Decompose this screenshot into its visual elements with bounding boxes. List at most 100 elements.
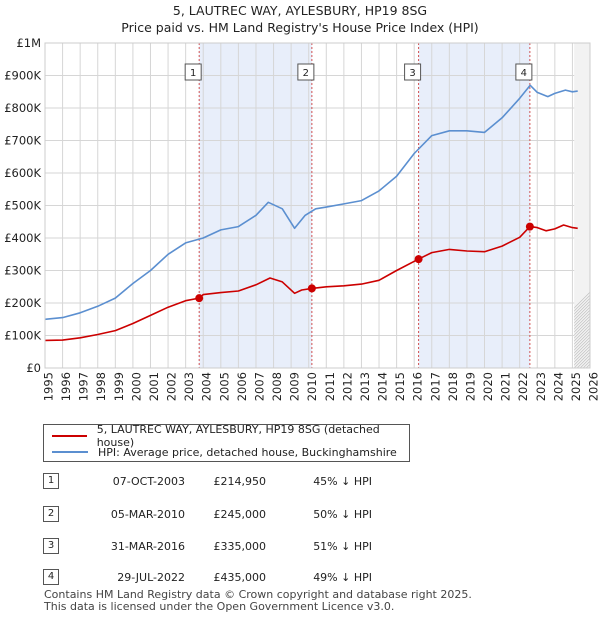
x-tick-label: 2010 bbox=[305, 372, 319, 401]
x-tick-label: 2005 bbox=[217, 372, 231, 401]
hatch-stroke bbox=[574, 303, 591, 321]
x-tick-label: 2022 bbox=[516, 372, 530, 401]
sale-dot bbox=[195, 294, 204, 303]
footer-licence: This data is licensed under the Open Gov… bbox=[44, 600, 395, 613]
y-tick-label: £500K bbox=[4, 199, 41, 213]
hatch-stroke bbox=[592, 43, 600, 368]
hatch-stroke bbox=[574, 297, 591, 315]
sale-marker-labels: 1 2 3 4 bbox=[184, 63, 533, 81]
x-axis-ticks: 1995 1996 1997 1998 1999 2000 2001 2002 2003 2004… bbox=[42, 372, 600, 401]
x-tick-label: 2009 bbox=[288, 372, 302, 401]
sale-number-badge: 1 bbox=[43, 473, 59, 489]
legend-red-line bbox=[52, 435, 87, 437]
sale-hpi-diff: 50% ↓ HPI bbox=[313, 508, 372, 521]
sale-dot bbox=[307, 284, 316, 293]
sale-marker-box bbox=[297, 63, 315, 81]
forecast-hatch bbox=[574, 43, 600, 368]
chart-title-block: 5, LAUTREC WAY, AYLESBURY, HP19 8SG Pric… bbox=[0, 2, 600, 36]
y-tick-label: £300K bbox=[4, 264, 41, 278]
sale-price: £335,000 bbox=[213, 540, 267, 553]
x-tick-label: 2015 bbox=[393, 372, 407, 401]
x-tick-label: 2012 bbox=[340, 372, 354, 401]
y-tick-label: £0 bbox=[26, 361, 41, 375]
x-tick-label: 2017 bbox=[428, 372, 442, 401]
x-tick-label: 2001 bbox=[147, 372, 161, 401]
x-tick-label: 1995 bbox=[42, 372, 56, 401]
sale-number-badge: 2 bbox=[43, 506, 59, 522]
x-tick-label: 2013 bbox=[358, 372, 372, 401]
x-tick-label: 2021 bbox=[499, 372, 513, 401]
x-tick-label: 2024 bbox=[551, 372, 565, 401]
footer-attribution: Contains HM Land Registry data © Crown c… bbox=[44, 589, 472, 613]
x-tick-label: 2006 bbox=[235, 372, 249, 401]
plot-frame bbox=[44, 42, 591, 369]
y-tick-label: £100K bbox=[4, 329, 41, 343]
hatch-stroke bbox=[574, 300, 591, 318]
x-tick-label: 2007 bbox=[252, 372, 266, 401]
table-row: 4 29-JUL-2022 £435,000 49% ↓ HPI bbox=[0, 566, 600, 590]
sale-date: 31-MAR-2016 bbox=[110, 540, 185, 553]
x-tick-label: 2018 bbox=[446, 372, 460, 401]
y-tick-label: £600K bbox=[4, 166, 41, 180]
sale-date: 05-MAR-2010 bbox=[110, 508, 185, 521]
sale-hpi-diff: 51% ↓ HPI bbox=[313, 540, 372, 553]
y-axis-ticks: £0 £100K £200K £300K £400K £500K £600K £700K £80… bbox=[4, 36, 41, 375]
sale-dot bbox=[525, 222, 534, 231]
sale-number-badge: 3 bbox=[43, 538, 59, 554]
y-tick-label: £1M bbox=[16, 36, 41, 50]
chart-title: 5, LAUTREC WAY, AYLESBURY, HP19 8SG bbox=[172, 3, 428, 18]
x-tick-label: 1997 bbox=[77, 372, 91, 401]
x-tick-label: 2002 bbox=[165, 372, 179, 401]
forecast-region bbox=[574, 43, 590, 368]
x-tick-label: 2016 bbox=[411, 372, 425, 401]
sale-dots bbox=[195, 222, 534, 303]
x-tick-label: 2003 bbox=[182, 372, 196, 401]
x-tick-label: 2004 bbox=[200, 372, 214, 401]
x-tick-label: 2014 bbox=[376, 372, 390, 401]
sale-hpi-diff: 45% ↓ HPI bbox=[313, 475, 372, 488]
sale-dot bbox=[414, 255, 423, 264]
x-tick-label: 2026 bbox=[587, 372, 600, 401]
sale-price: £435,000 bbox=[213, 571, 267, 584]
chart-subtitle: Price paid vs. HM Land Registry's House … bbox=[121, 20, 479, 35]
legend-item-hpi: HPI: Average price, detached house, Buck… bbox=[52, 444, 397, 460]
x-tick-label: 2011 bbox=[323, 372, 337, 401]
x-tick-label: 2000 bbox=[129, 372, 143, 401]
x-tick-label: 2025 bbox=[569, 372, 583, 401]
table-row: 2 05-MAR-2010 £245,000 50% ↓ HPI bbox=[0, 503, 600, 527]
sale-number-badge: 4 bbox=[43, 569, 59, 585]
hatch-stroke bbox=[574, 312, 591, 330]
price-chart: 1 2 3 4 £0 £100K £200K £300K £400K £500K £600K £70… bbox=[4, 36, 600, 401]
y-tick-label: £900K bbox=[4, 69, 41, 83]
sale-marker-label: 4 bbox=[521, 68, 527, 79]
legend: 5, LAUTREC WAY, AYLESBURY, HP19 8SG (det… bbox=[43, 423, 410, 462]
sale-marker-box bbox=[404, 63, 422, 81]
legend-item-price: 5, LAUTREC WAY, AYLESBURY, HP19 8SG (det… bbox=[52, 423, 409, 449]
sale-marker-box bbox=[515, 63, 533, 81]
hatch-stroke bbox=[574, 309, 591, 327]
x-tick-label: 1999 bbox=[112, 372, 126, 401]
hatch-stroke bbox=[595, 43, 600, 368]
sale-marker-label: 3 bbox=[409, 68, 415, 79]
sale-marker-box bbox=[184, 63, 202, 81]
y-tick-label: £700K bbox=[4, 134, 41, 148]
x-tick-label: 2008 bbox=[270, 372, 284, 401]
hatch-stroke bbox=[574, 306, 591, 324]
hatch-stroke bbox=[588, 366, 591, 368]
table-row: 3 31-MAR-2016 £335,000 51% ↓ HPI bbox=[0, 535, 600, 559]
hpi-series-line bbox=[44, 84, 578, 321]
x-tick-label: 2019 bbox=[463, 372, 477, 401]
y-tick-label: £400K bbox=[4, 231, 41, 245]
sale-price: £245,000 bbox=[213, 508, 267, 521]
table-row: 1 07-OCT-2003 £214,950 45% ↓ HPI bbox=[0, 470, 600, 494]
y-tick-label: £200K bbox=[4, 296, 41, 310]
x-tick-label: 2023 bbox=[534, 372, 548, 401]
y-tick-label: £800K bbox=[4, 101, 41, 115]
sale-date: 29-JUL-2022 bbox=[117, 571, 185, 584]
sale-date: 07-OCT-2003 bbox=[112, 475, 185, 488]
x-tick-label: 1998 bbox=[94, 372, 108, 401]
legend-hpi-label: HPI: Average price, detached house, Buck… bbox=[98, 445, 397, 459]
x-tick-label: 2020 bbox=[481, 372, 495, 401]
sale-marker-label: 1 bbox=[190, 68, 196, 79]
sale-marker-label: 2 bbox=[303, 68, 309, 79]
